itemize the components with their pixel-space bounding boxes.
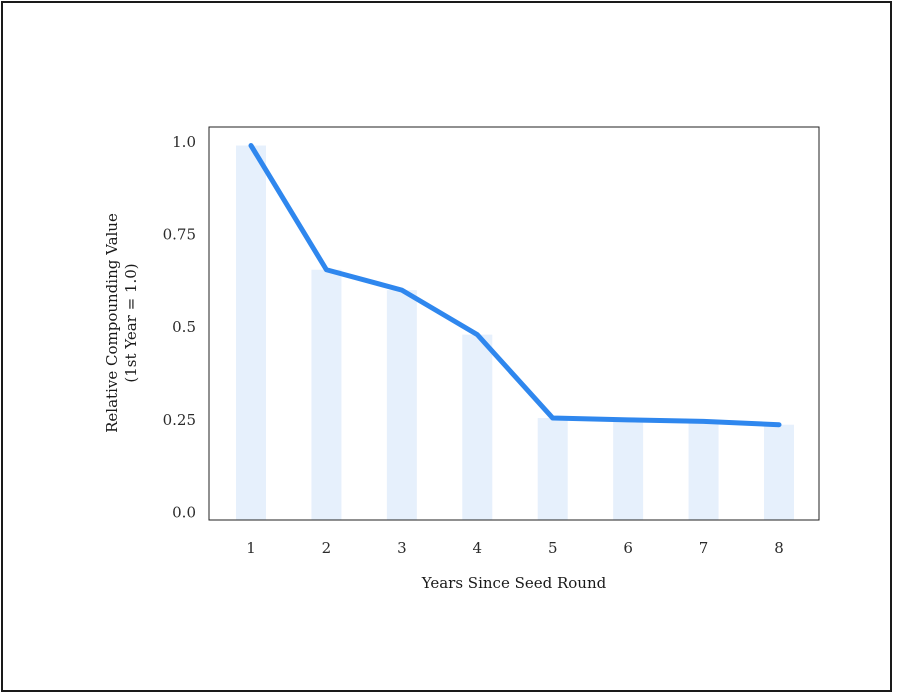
y-tick-labels: 0.0 0.25 0.5 0.75 1.0 <box>163 133 196 522</box>
bar-2 <box>311 269 342 520</box>
x-tick-label: 7 <box>699 539 709 557</box>
y-tick-label: 0.0 <box>172 504 196 522</box>
y-tick-label: 0.75 <box>163 226 196 244</box>
bar-4 <box>462 334 493 520</box>
bar-6 <box>613 419 644 520</box>
bar-1 <box>236 145 266 521</box>
y-tick-label: 0.25 <box>163 411 196 429</box>
bar-3 <box>386 290 417 520</box>
x-axis-title: Years Since Seed Round <box>421 574 607 592</box>
x-tick-label: 8 <box>774 539 784 557</box>
x-tick-label: 3 <box>397 539 407 557</box>
x-tick-labels: 1 2 3 4 5 6 7 8 <box>246 539 784 557</box>
x-tick-label: 4 <box>473 539 483 557</box>
bars-layer <box>236 145 794 521</box>
bar-8 <box>764 424 794 520</box>
bar-7 <box>688 421 719 520</box>
y-axis-title-line1: Relative Compounding Value <box>103 213 121 433</box>
x-tick-label: 2 <box>322 539 332 557</box>
y-tick-label: 1.0 <box>172 133 196 151</box>
line-layer <box>248 143 782 428</box>
y-axis-title-line2: (1st Year = 1.0) <box>122 263 140 382</box>
x-tick-label: 6 <box>623 539 633 557</box>
y-axis-title: Relative Compounding Value (1st Year = 1… <box>103 213 140 433</box>
y-tick-label: 0.5 <box>172 318 196 336</box>
series-line <box>248 143 782 428</box>
x-tick-label: 1 <box>246 539 256 557</box>
bar-5 <box>537 418 568 520</box>
x-tick-label: 5 <box>548 539 558 557</box>
plot-area-border <box>208 126 820 521</box>
